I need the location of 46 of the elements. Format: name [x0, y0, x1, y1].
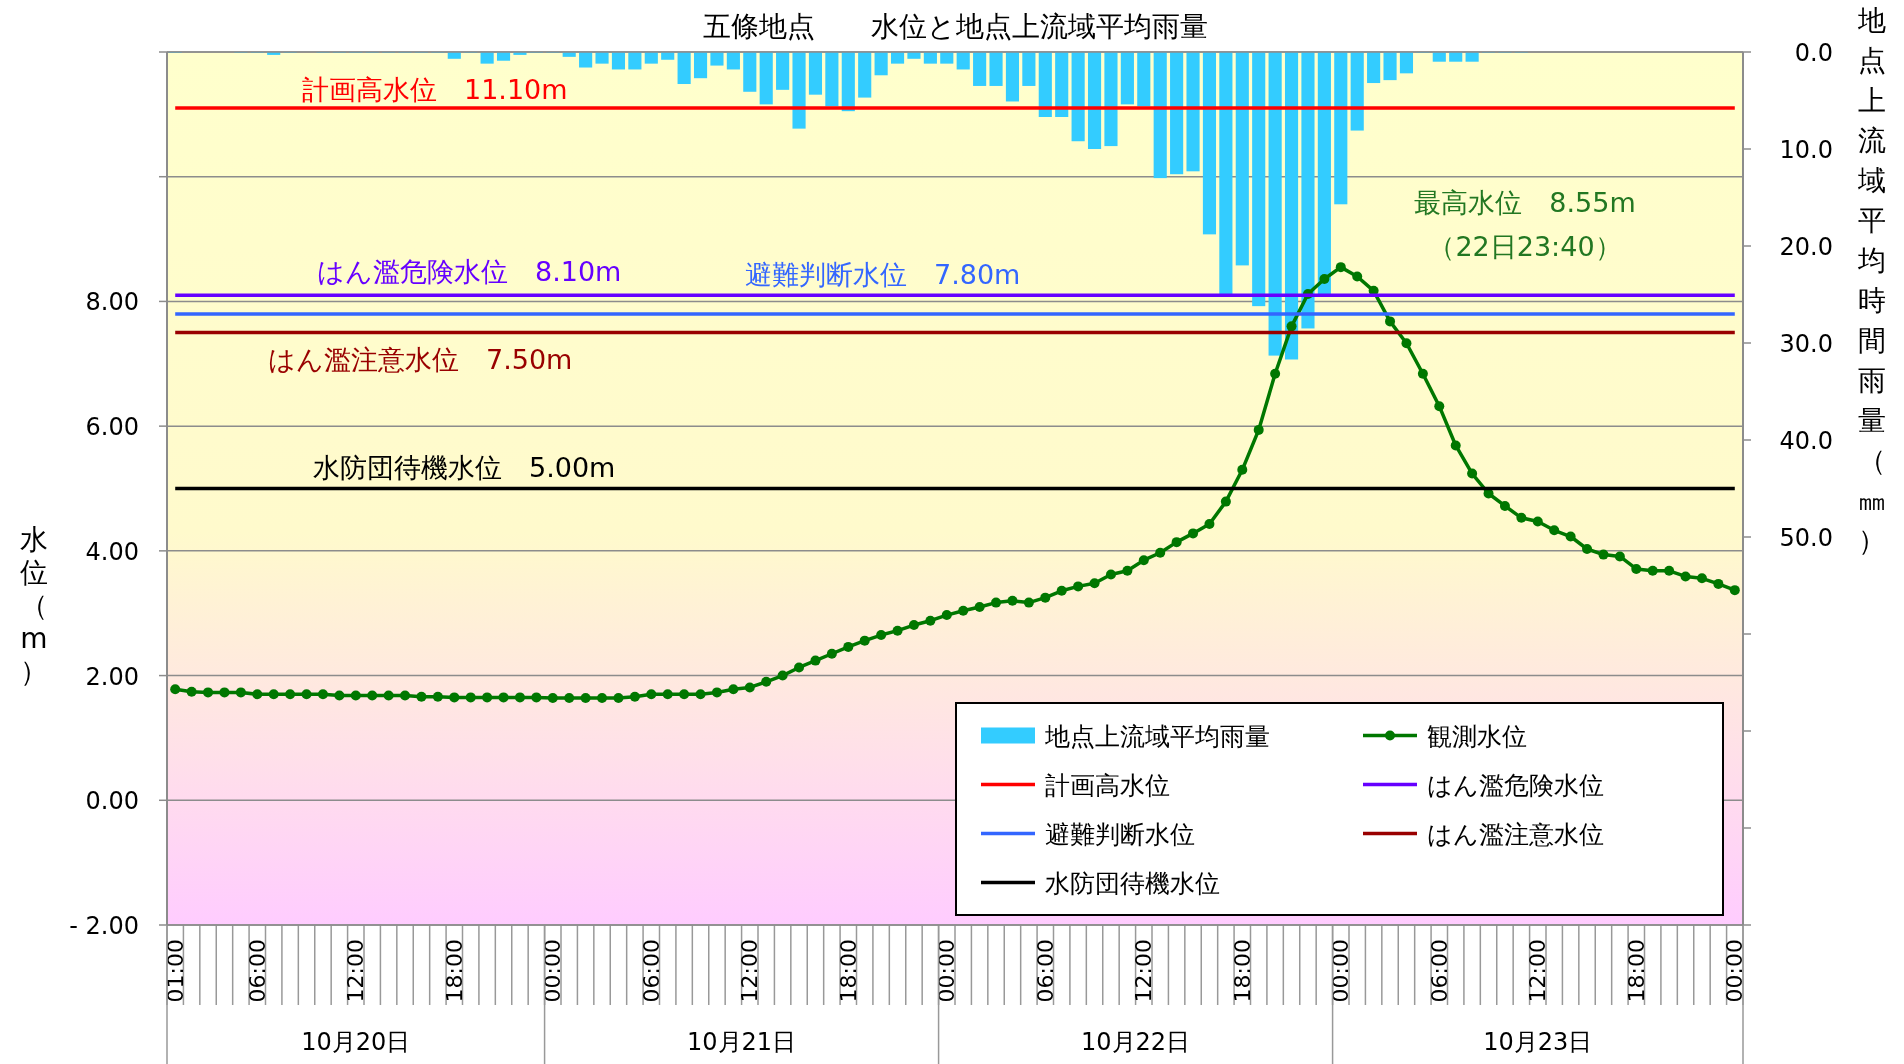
x-tick-label: 01:00 — [162, 939, 188, 1003]
legend-label: 計画高水位 — [1045, 770, 1170, 800]
legend-label: 観測水位 — [1427, 721, 1527, 751]
y2-tick-label: 50.0 — [1779, 524, 1833, 552]
y-axis-title: 水位（m） — [20, 523, 48, 688]
annotation: はん濫危険水位 8.10m — [317, 256, 622, 288]
annotation: 計画高水位 11.10m — [302, 74, 568, 106]
x-tick-label: 06:00 — [638, 939, 664, 1003]
text: 地点上流域平均時間雨量（㎜） — [1858, 4, 1886, 557]
legend-label: 避難判断水位 — [1045, 819, 1195, 849]
x-tick-label: 12:00 — [737, 939, 763, 1003]
y2-tick-label: 0.0 — [1794, 39, 1833, 67]
annotation: 避難判断水位 7.80m — [745, 258, 1021, 290]
x-tick-label: 18:00 — [835, 939, 861, 1003]
x-tick-label: 18:00 — [441, 939, 467, 1003]
y-tick-label: - 2.00 — [69, 912, 139, 940]
x-tick-label: 06:00 — [1426, 939, 1452, 1003]
annotation: 水防団待機水位 5.00m — [313, 451, 616, 483]
y-tick-label: 4.00 — [85, 537, 139, 566]
legend-label: 地点上流域平均雨量 — [1044, 721, 1270, 751]
x-tick-label: 12:00 — [343, 939, 369, 1003]
legend-label: はん濫注意水位 — [1427, 819, 1604, 849]
y2-tick-label: 10.0 — [1779, 136, 1833, 164]
annotation: 最高水位 8.55m （22日23:40） — [1414, 187, 1636, 262]
x-tick-label: 18:00 — [1623, 939, 1649, 1003]
chart-title: 五條地点 水位と地点上流域平均雨量 — [702, 10, 1208, 43]
y2-tick-label: 30.0 — [1779, 330, 1833, 358]
annotation: はん濫注意水位 7.50m — [268, 343, 573, 375]
x-tick-label: 12:00 — [1131, 939, 1157, 1003]
x-tick-label: 00:00 — [1722, 939, 1748, 1003]
x-tick-label: 06:00 — [1032, 939, 1058, 1003]
x-tick-label: 12:00 — [1525, 939, 1551, 1003]
legend-label: はん濫危険水位 — [1427, 770, 1604, 800]
y2-tick-label: 40.0 — [1779, 427, 1833, 455]
y-tick-label: 8.00 — [85, 288, 139, 317]
y2-tick-label: 20.0 — [1779, 233, 1833, 261]
text: 10月22日 — [1081, 1028, 1191, 1056]
y-tick-label: 2.00 — [85, 662, 139, 691]
y-tick-label: 6.00 — [85, 413, 139, 442]
x-tick-label: 06:00 — [244, 939, 270, 1003]
text: 10月20日 — [301, 1028, 411, 1056]
y-tick-label: 0.00 — [85, 787, 139, 816]
text: 10月21日 — [687, 1028, 797, 1056]
text: 10月23日 — [1483, 1028, 1593, 1056]
x-tick-label: 18:00 — [1229, 939, 1255, 1003]
legend-label: 水防団待機水位 — [1045, 868, 1220, 898]
